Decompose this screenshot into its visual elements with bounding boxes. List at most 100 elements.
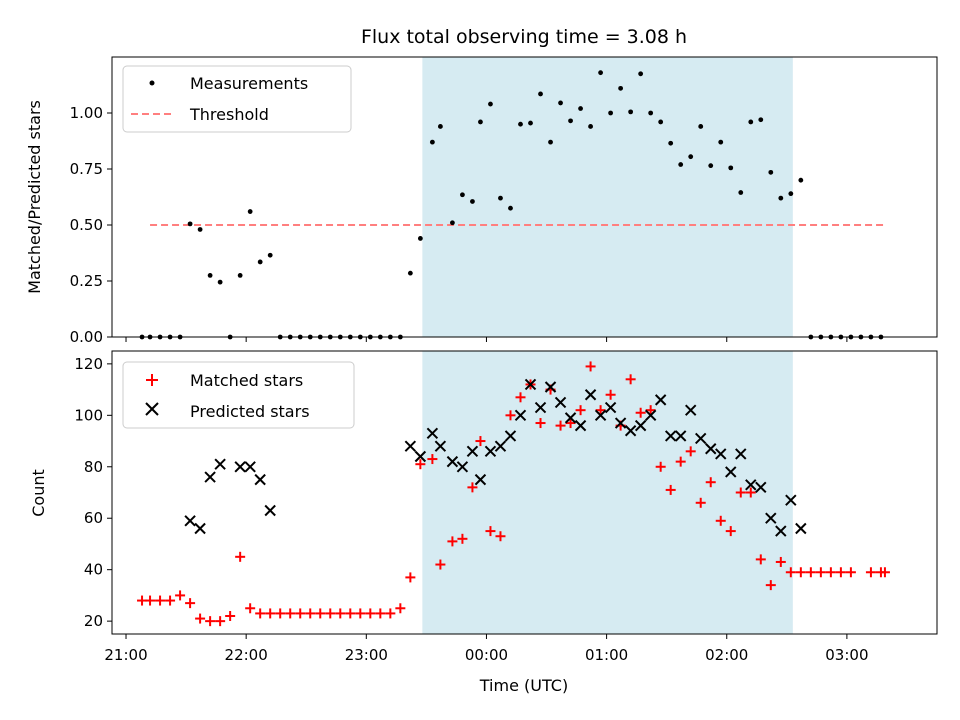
measurement-point xyxy=(578,106,583,111)
predicted-star-point xyxy=(564,412,577,424)
chart-title: Flux total observing time = 3.08 h xyxy=(361,26,687,48)
matched-star-point xyxy=(725,526,736,537)
matched-star-point xyxy=(265,608,276,619)
matched-star-point xyxy=(415,459,426,470)
matched-star-point xyxy=(805,567,816,578)
x-tick-label: 00:00 xyxy=(465,646,508,664)
predicted-star-point xyxy=(534,401,547,414)
matched-star-point xyxy=(345,608,356,619)
predicted-star-point xyxy=(234,461,246,473)
predicted-star-point xyxy=(504,430,517,442)
measurement-point xyxy=(538,91,543,97)
matched-star-point xyxy=(775,556,786,567)
bottom-panel: 20 40 60 80 100 120 21:00 22:00 23:00 00:00 01:00… xyxy=(29,350,938,695)
predicted-star-point xyxy=(705,443,717,455)
matched-star-point xyxy=(195,613,206,624)
measurement-point xyxy=(688,154,694,160)
measurement-point xyxy=(478,119,483,125)
predicted-star-point xyxy=(604,401,617,414)
matched-star-point xyxy=(655,461,666,472)
predicted-star-point xyxy=(544,381,557,393)
top-y-tick-label: 0.75 xyxy=(70,160,103,178)
matched-star-point xyxy=(447,536,458,547)
matched-star-point xyxy=(645,405,656,416)
matched-star-point xyxy=(225,610,236,621)
predicted-star-point xyxy=(654,394,667,406)
measurement-point xyxy=(788,191,794,197)
measurement-point xyxy=(638,71,644,77)
matched-star-point xyxy=(555,420,566,431)
bottom-y-tick-label: 100 xyxy=(74,406,103,424)
measurement-point xyxy=(728,165,734,171)
predicted-star-point xyxy=(634,419,647,432)
matched-star-point xyxy=(715,515,726,526)
top-y-tick-label: 0.25 xyxy=(70,272,103,290)
matched-star-point xyxy=(815,567,826,578)
bottom-y-axis-label: Count xyxy=(29,469,48,517)
matched-star-point xyxy=(845,567,856,578)
predicted-star-point xyxy=(664,430,677,442)
predicted-star-point xyxy=(795,522,807,535)
matched-star-point xyxy=(325,608,336,619)
top-y-tick-label: 0.00 xyxy=(70,328,103,346)
predicted-star-point xyxy=(466,445,479,458)
top-legend: Measurements Threshold xyxy=(122,65,352,133)
legend-measurements-marker xyxy=(149,80,155,86)
top-y-tick-label: 0.50 xyxy=(70,216,103,234)
measurement-point xyxy=(568,118,573,124)
measurement-point xyxy=(618,85,624,91)
matched-star-point xyxy=(635,407,646,418)
bottom-legend: Matched stars Predicted stars xyxy=(122,361,355,429)
predicted-star-point xyxy=(765,512,777,524)
matched-star-point xyxy=(457,533,468,544)
measurement-point xyxy=(558,100,563,106)
predicted-star-point xyxy=(735,448,747,460)
measurement-point xyxy=(628,109,634,115)
predicted-star-point xyxy=(254,473,266,486)
measurement-point xyxy=(187,221,193,227)
measurement-point xyxy=(407,270,413,276)
bottom-y-tick-label: 120 xyxy=(74,355,103,373)
matched-star-point xyxy=(245,603,256,614)
predicted-star-point xyxy=(745,479,757,491)
predicted-star-point xyxy=(674,430,687,442)
matched-star-point xyxy=(685,446,696,457)
measurement-point xyxy=(768,169,774,175)
measurement-point xyxy=(588,124,593,129)
matched-star-point xyxy=(865,567,876,578)
matched-star-point xyxy=(315,608,326,619)
matched-star-point xyxy=(505,410,516,421)
measurement-point xyxy=(217,279,223,285)
matched-star-point xyxy=(385,608,396,619)
matched-star-point xyxy=(879,567,890,578)
matched-star-point xyxy=(535,418,546,429)
predicted-star-point xyxy=(755,481,767,494)
measurement-point xyxy=(658,119,664,125)
matched-star-point xyxy=(575,405,586,416)
predicted-star-point xyxy=(204,471,216,483)
predicted-star-point xyxy=(775,525,787,537)
x-tick-label: 03:00 xyxy=(825,646,868,664)
measurement-point xyxy=(429,139,435,145)
matched-star-point xyxy=(285,608,296,619)
matched-star-point xyxy=(695,497,706,508)
predicted-star-point xyxy=(484,445,497,458)
predicted-star-point xyxy=(614,417,627,429)
top-axes-frame xyxy=(111,56,938,338)
measurement-point xyxy=(708,163,714,169)
matched-star-point xyxy=(585,361,596,372)
predicted-star-point xyxy=(695,432,707,445)
bottom-y-tick-label: 60 xyxy=(84,509,103,527)
matched-star-point xyxy=(625,374,636,385)
matched-star-point xyxy=(375,608,386,619)
matched-star-point xyxy=(365,608,376,619)
bottom-y-tick-label: 40 xyxy=(84,561,103,579)
matched-star-point xyxy=(605,389,616,400)
measurement-point xyxy=(528,120,533,126)
measurement-point xyxy=(450,220,455,226)
predicted-star-point xyxy=(264,504,276,517)
matched-star-point xyxy=(275,608,286,619)
matched-star-point xyxy=(515,392,526,403)
matched-star-point xyxy=(427,454,438,465)
